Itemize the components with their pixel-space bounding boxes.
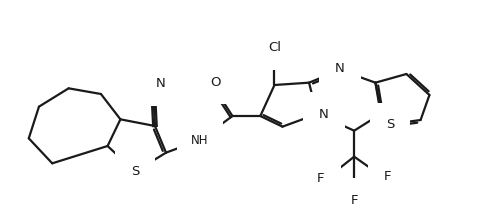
Text: Cl: Cl — [268, 41, 281, 54]
Text: F: F — [317, 172, 325, 185]
Text: F: F — [351, 194, 358, 207]
Text: NH: NH — [191, 133, 209, 147]
Text: O: O — [210, 76, 220, 89]
Text: F: F — [384, 170, 391, 183]
Text: N: N — [156, 77, 166, 90]
Text: N: N — [335, 61, 345, 74]
Text: S: S — [131, 165, 139, 178]
Text: S: S — [386, 118, 394, 131]
Text: N: N — [319, 107, 329, 120]
